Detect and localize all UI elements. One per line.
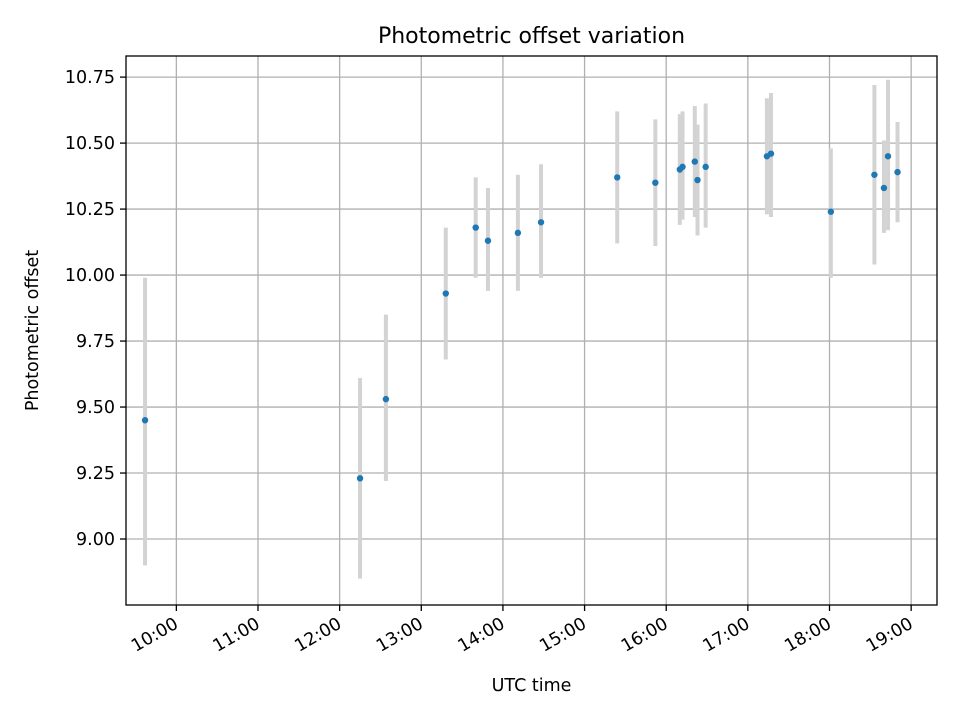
data-point: [382, 395, 390, 403]
y-axis-ticks: 9.00 9.25 9.50 9.75 10.00 10.25 10.50 10.75: [65, 68, 126, 550]
data-point: [694, 176, 701, 184]
data-point: [767, 150, 775, 157]
y-axis-label: Photometric offset: [23, 250, 43, 411]
y-tick-label: 9.75: [76, 332, 115, 352]
data-point: [827, 208, 835, 215]
data-point: [884, 153, 892, 160]
y-tick-label: 9.00: [76, 530, 115, 550]
data-point: [537, 219, 545, 226]
y-tick-label: 10.50: [65, 134, 115, 154]
data-point: [652, 179, 659, 186]
y-tick-label: 10.00: [65, 266, 115, 286]
data-point: [691, 158, 698, 165]
data-point: [141, 417, 149, 424]
chart-title: Photometric offset variation: [378, 24, 685, 49]
data-point: [880, 184, 888, 192]
data-point: [514, 229, 522, 237]
x-axis-label: UTC time: [492, 676, 572, 696]
grid-lines: [126, 56, 937, 605]
data-point: [356, 475, 364, 482]
y-tick-label: 9.50: [76, 398, 115, 418]
data-point: [679, 163, 686, 171]
data-points: [141, 150, 901, 482]
data-point: [484, 237, 492, 244]
data-point: [472, 224, 479, 231]
plot-frame: [125, 55, 938, 606]
data-point: [894, 168, 901, 176]
data-point: [614, 174, 621, 181]
data-point: [442, 290, 449, 297]
data-point: [871, 171, 878, 178]
data-point: [702, 163, 709, 171]
y-tick-label: 10.25: [65, 200, 115, 220]
y-tick-label: 9.25: [76, 464, 115, 484]
y-tick-label: 10.75: [65, 68, 115, 88]
